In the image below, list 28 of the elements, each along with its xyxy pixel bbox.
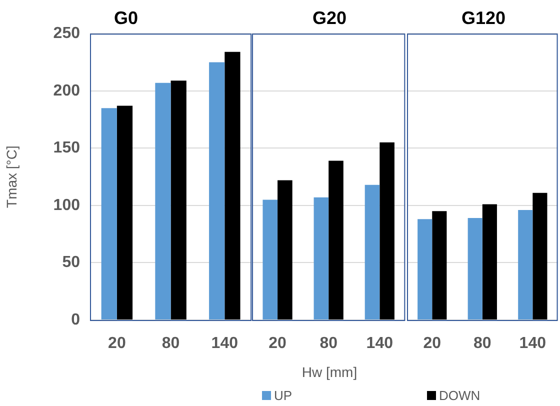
- legend-label: DOWN: [438, 388, 480, 403]
- y-tick-label: 200: [53, 82, 80, 100]
- bar: [262, 200, 278, 320]
- chart-title: G20: [312, 8, 347, 28]
- x-tick-label: 80: [162, 335, 180, 352]
- y-tick-label: 150: [53, 140, 80, 157]
- bar: [380, 142, 394, 320]
- chart-title: G0: [114, 8, 138, 28]
- y-axis-title: Tmax [°C]: [3, 146, 20, 208]
- bar: [278, 180, 292, 320]
- y-tick-label: 100: [53, 196, 80, 214]
- chart-title: G120: [461, 8, 506, 28]
- y-tick-label: 50: [62, 254, 80, 272]
- bar: [328, 160, 344, 320]
- y-tick-label: 250: [53, 25, 80, 42]
- bar: [364, 184, 380, 320]
- x-axis-title: Hw [mm]: [300, 364, 358, 380]
- x-tick-label: 140: [211, 335, 238, 352]
- x-tick-label: 20: [423, 335, 442, 352]
- x-tick-label: 140: [366, 335, 394, 352]
- y-tick-label: 0: [71, 311, 80, 328]
- x-tick-label: 20: [268, 335, 287, 352]
- bar: [314, 197, 329, 320]
- x-tick-label: 80: [320, 335, 338, 352]
- x-tick-label: 80: [473, 335, 492, 352]
- x-tick-label: 140: [519, 335, 546, 352]
- x-tick-label: 20: [108, 335, 126, 352]
- legend-label: UP: [273, 388, 292, 403]
